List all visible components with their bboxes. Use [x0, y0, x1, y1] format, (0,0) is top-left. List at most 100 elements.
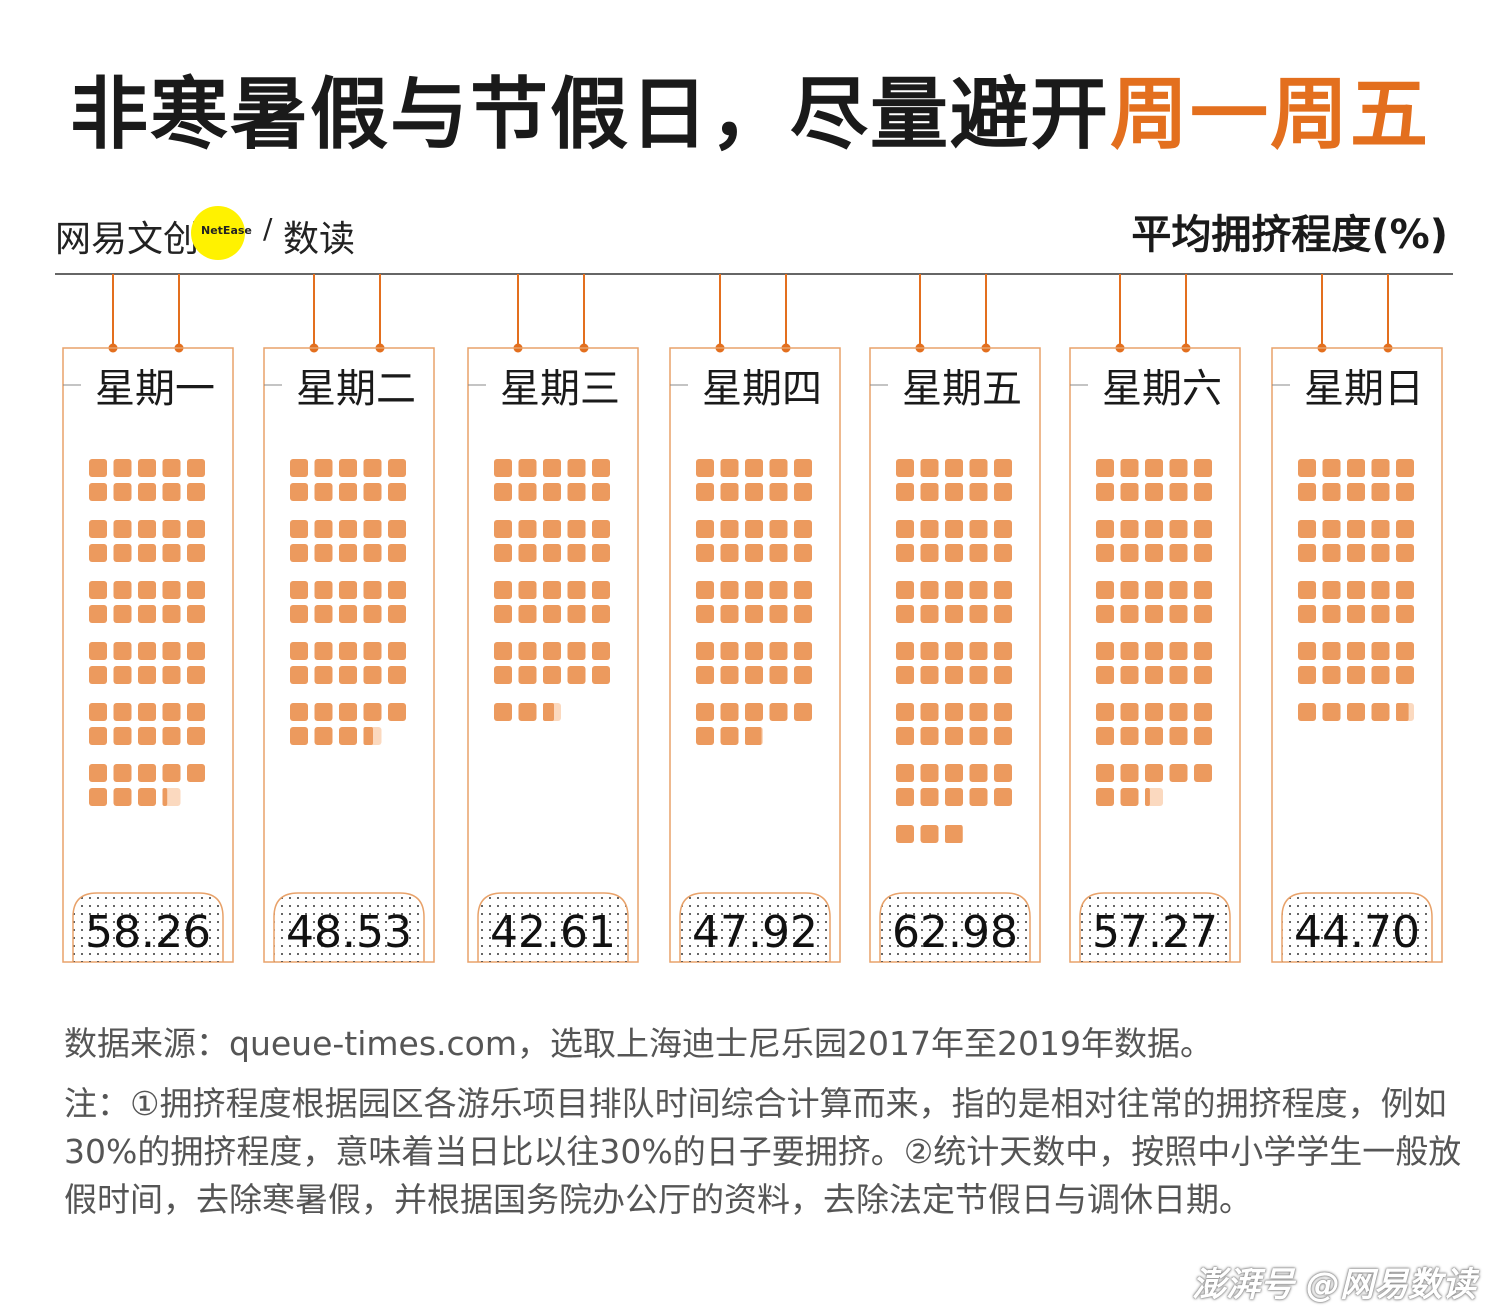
waffle-block — [113, 764, 132, 782]
waffle-block — [1298, 605, 1316, 623]
waffle-block — [920, 703, 939, 721]
waffle-block — [1145, 666, 1163, 684]
waffle-block — [945, 764, 963, 782]
waffle-block — [162, 764, 181, 782]
waffle-block — [1169, 459, 1188, 477]
waffle-block — [945, 605, 963, 623]
waffle-block — [1169, 605, 1188, 623]
waffle-block — [1169, 483, 1188, 501]
waffle-block — [567, 581, 586, 599]
waffle-block — [1120, 727, 1139, 745]
waffle-block — [1371, 666, 1390, 684]
waffle-block — [314, 605, 333, 623]
waffle-block — [138, 666, 156, 684]
waffle-block — [89, 605, 107, 623]
waffle-block — [994, 727, 1012, 745]
waffle-block — [794, 459, 812, 477]
waffle-block — [969, 642, 988, 660]
waffle-block — [363, 544, 382, 562]
waffle-block — [138, 727, 156, 745]
waffle-block — [314, 703, 333, 721]
waffle-block — [567, 544, 586, 562]
waffle-block — [896, 727, 914, 745]
waffle-block-partial — [1145, 788, 1150, 806]
waffle-block — [138, 459, 156, 477]
waffle-block — [945, 581, 963, 599]
waffle-block — [896, 520, 914, 538]
waffle-block — [1096, 544, 1114, 562]
day-label: 星期一 — [95, 366, 215, 412]
waffle-block — [339, 459, 357, 477]
waffle-block — [1120, 483, 1139, 501]
waffle-block — [994, 764, 1012, 782]
waffle-block — [945, 520, 963, 538]
waffle-block — [920, 581, 939, 599]
waffle-block — [1298, 666, 1316, 684]
waffle-block — [1396, 544, 1414, 562]
value-tag — [1079, 892, 1231, 962]
waffle-block — [696, 520, 714, 538]
waffle-block — [162, 544, 181, 562]
waffle-block — [162, 605, 181, 623]
waffle-block — [1145, 727, 1163, 745]
day-label: 星期四 — [702, 366, 822, 412]
waffle-block — [769, 642, 788, 660]
waffle-block — [113, 459, 132, 477]
waffle-block — [696, 581, 714, 599]
brand-name: 网易文创 — [55, 219, 200, 260]
waffle-block — [1298, 642, 1316, 660]
waffle-block — [896, 703, 914, 721]
waffle-block — [187, 764, 205, 782]
waffle-block — [290, 703, 308, 721]
waffle-block — [187, 666, 205, 684]
waffle-block — [518, 666, 537, 684]
waffle-block — [1396, 642, 1414, 660]
waffle-block — [187, 605, 205, 623]
waffle-block — [745, 520, 763, 538]
brand-slash: / — [263, 212, 273, 245]
waffle-block — [363, 703, 382, 721]
waffle-block — [138, 581, 156, 599]
waffle-block — [896, 544, 914, 562]
waffle-block — [896, 581, 914, 599]
waffle-block — [543, 544, 561, 562]
waffle-block — [1298, 544, 1316, 562]
waffle-block — [945, 703, 963, 721]
title-highlight: 周一周五 — [1110, 70, 1431, 160]
waffle-block — [1371, 459, 1390, 477]
waffle-block — [567, 666, 586, 684]
waffle-block — [187, 727, 205, 745]
waffle-block — [138, 642, 156, 660]
waffle-block — [1169, 520, 1188, 538]
waffle-block — [1120, 459, 1139, 477]
waffle-block — [363, 605, 382, 623]
value-label: 47.92 — [692, 907, 818, 958]
waffle-block — [696, 727, 714, 745]
waffle-block — [1194, 544, 1212, 562]
waffle-block — [1120, 764, 1139, 782]
waffle-block — [1096, 788, 1114, 806]
waffle-block — [339, 642, 357, 660]
waffle-block — [1347, 483, 1365, 501]
waffle-block — [969, 703, 988, 721]
waffle-block — [794, 666, 812, 684]
waffle-block — [1194, 727, 1212, 745]
waffle-block — [920, 544, 939, 562]
day-panel: 星期一 58.26 — [62, 274, 234, 963]
day-panel: 星期三 42.61 — [467, 274, 639, 963]
waffle-block — [494, 642, 512, 660]
waffle-block — [314, 544, 333, 562]
waffle-block — [1396, 605, 1414, 623]
watermark: 澎湃号 @网易数读 — [1192, 1265, 1476, 1305]
waffle-block — [1194, 605, 1212, 623]
day-panel: 星期二 48.53 — [263, 274, 435, 963]
waffle-block — [518, 544, 537, 562]
waffle-block — [1322, 483, 1341, 501]
waffle-block — [969, 788, 988, 806]
value-label: 57.27 — [1092, 907, 1218, 958]
waffle-block — [388, 703, 406, 721]
waffle-block — [994, 605, 1012, 623]
waffle-block-partial — [363, 727, 373, 745]
waffle-block — [494, 520, 512, 538]
waffle-block — [162, 642, 181, 660]
